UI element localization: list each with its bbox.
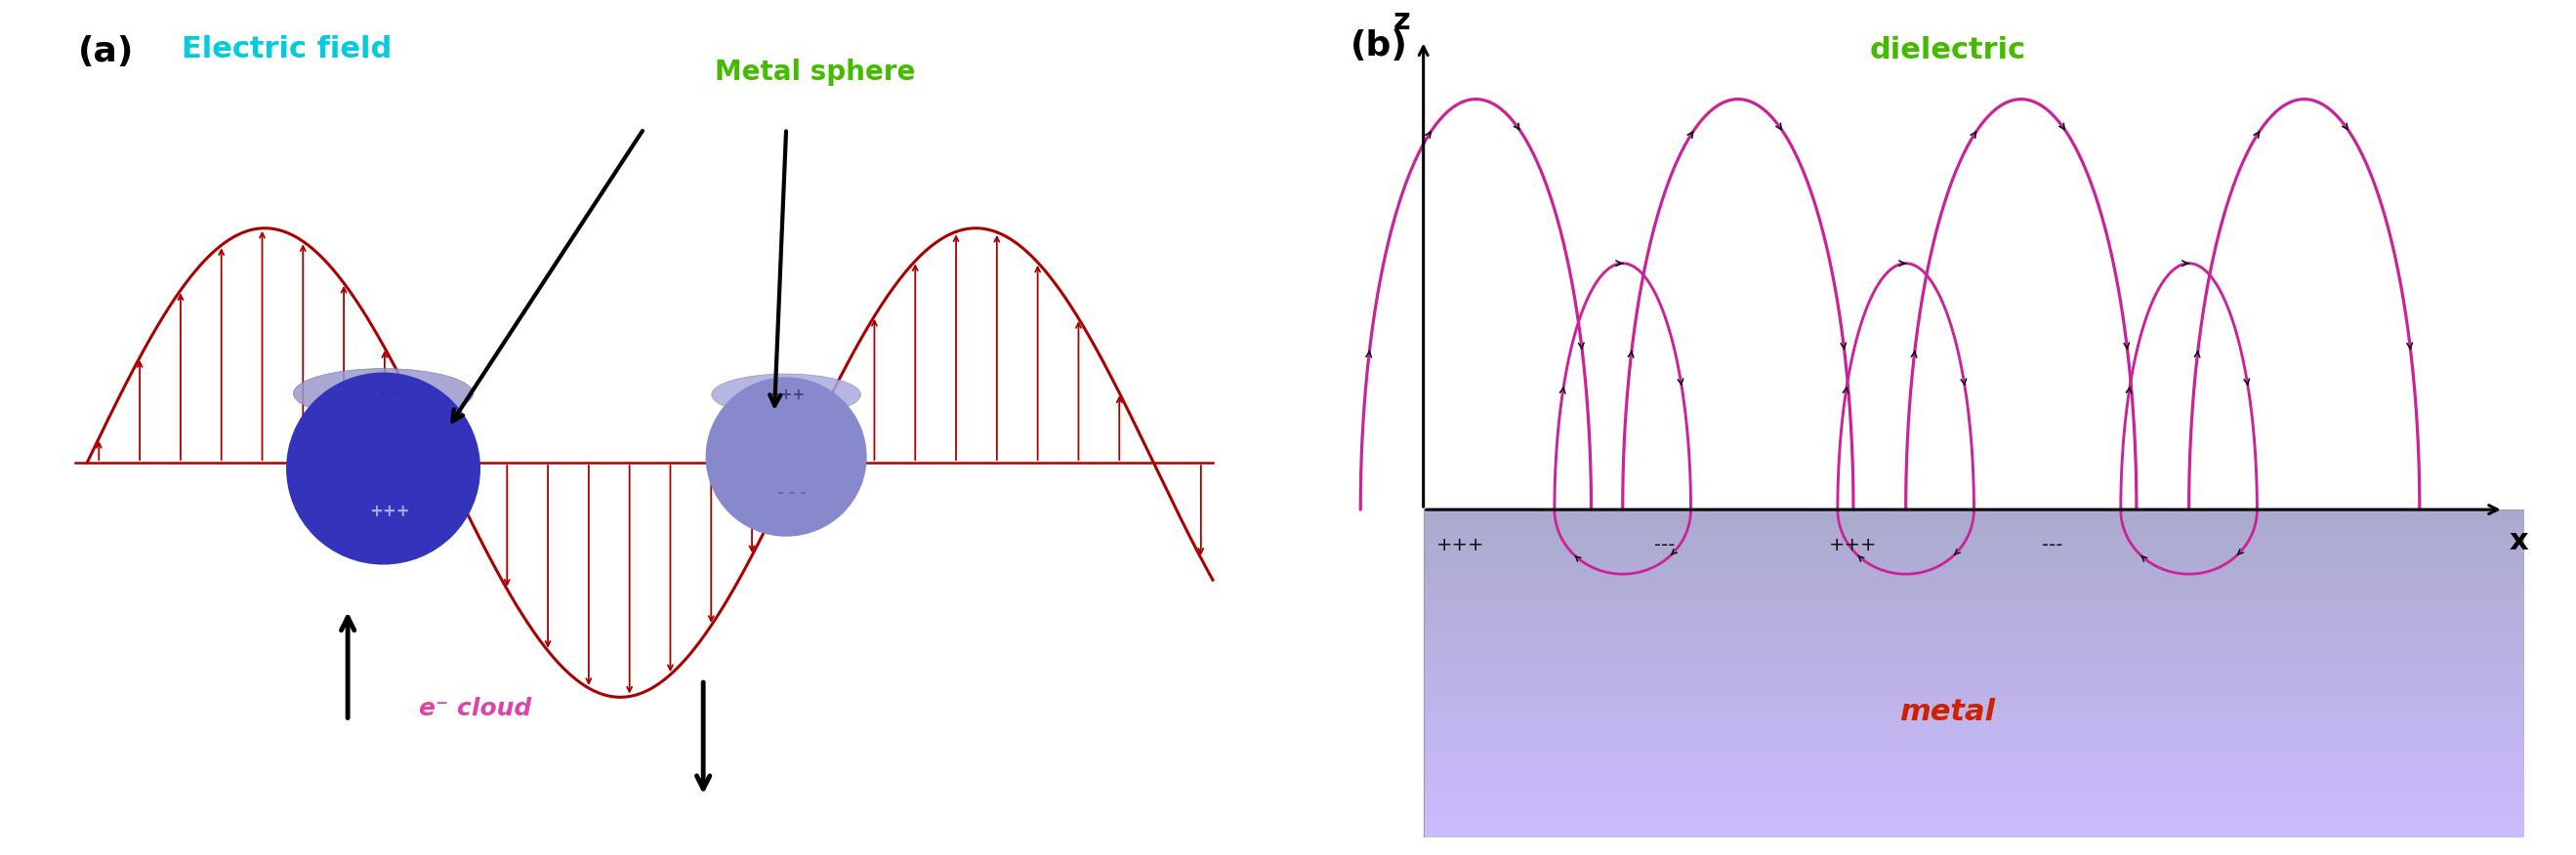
Text: Metal sphere: Metal sphere <box>716 58 914 86</box>
Bar <box>1425 731 2524 740</box>
Bar <box>1425 813 2524 822</box>
Bar <box>1425 747 2524 756</box>
Text: - - -: - - - <box>368 385 399 403</box>
Bar <box>1425 706 2524 715</box>
Text: z: z <box>1394 6 1412 35</box>
Bar <box>1425 583 2524 592</box>
Text: metal: metal <box>1901 699 1996 727</box>
Bar <box>1425 567 2524 575</box>
Bar <box>1425 592 2524 600</box>
Text: +++: +++ <box>368 503 410 521</box>
Ellipse shape <box>711 374 860 416</box>
Bar <box>1425 510 2524 518</box>
Circle shape <box>286 373 482 564</box>
Text: +++: +++ <box>768 387 804 402</box>
Bar <box>1425 723 2524 731</box>
Bar <box>1425 616 2524 624</box>
Bar <box>1425 829 2524 838</box>
Bar <box>1425 772 2524 781</box>
Bar <box>1425 641 2524 649</box>
Bar <box>1425 649 2524 657</box>
Text: +++: +++ <box>1435 535 1484 554</box>
Bar <box>1425 526 2524 534</box>
Circle shape <box>706 377 866 537</box>
Text: e⁻ cloud: e⁻ cloud <box>420 697 531 721</box>
Bar <box>1425 715 2524 723</box>
Bar <box>1425 690 2524 699</box>
Bar <box>1425 740 2524 747</box>
Bar <box>1425 633 2524 641</box>
Bar <box>1425 764 2524 772</box>
Bar <box>1425 624 2524 633</box>
Text: (a): (a) <box>77 35 134 68</box>
Bar <box>1425 699 2524 706</box>
Bar <box>1425 822 2524 829</box>
Bar <box>1425 805 2524 813</box>
Text: ---: --- <box>1654 535 1674 554</box>
Bar <box>1425 534 2524 542</box>
Text: (b): (b) <box>1350 29 1406 62</box>
Bar <box>1425 608 2524 616</box>
Bar <box>1425 518 2524 526</box>
Bar <box>1425 559 2524 567</box>
Bar <box>1425 781 2524 788</box>
Ellipse shape <box>294 369 474 419</box>
Bar <box>1425 542 2524 551</box>
Bar <box>1425 575 2524 583</box>
Text: +++: +++ <box>1829 535 1878 554</box>
Bar <box>1425 788 2524 797</box>
Bar <box>1425 600 2524 608</box>
Text: - - -: - - - <box>778 486 806 500</box>
Bar <box>1425 657 2524 665</box>
Bar <box>1425 665 2524 674</box>
Text: x: x <box>2509 528 2527 556</box>
Text: dielectric: dielectric <box>1870 36 2025 64</box>
Bar <box>1425 674 2524 682</box>
Bar <box>1425 756 2524 764</box>
Text: ---: --- <box>2043 535 2063 554</box>
Bar <box>1425 551 2524 559</box>
Bar <box>1425 797 2524 805</box>
Bar <box>1425 682 2524 690</box>
Text: Electric field: Electric field <box>183 35 392 63</box>
Bar <box>1425 510 2524 838</box>
